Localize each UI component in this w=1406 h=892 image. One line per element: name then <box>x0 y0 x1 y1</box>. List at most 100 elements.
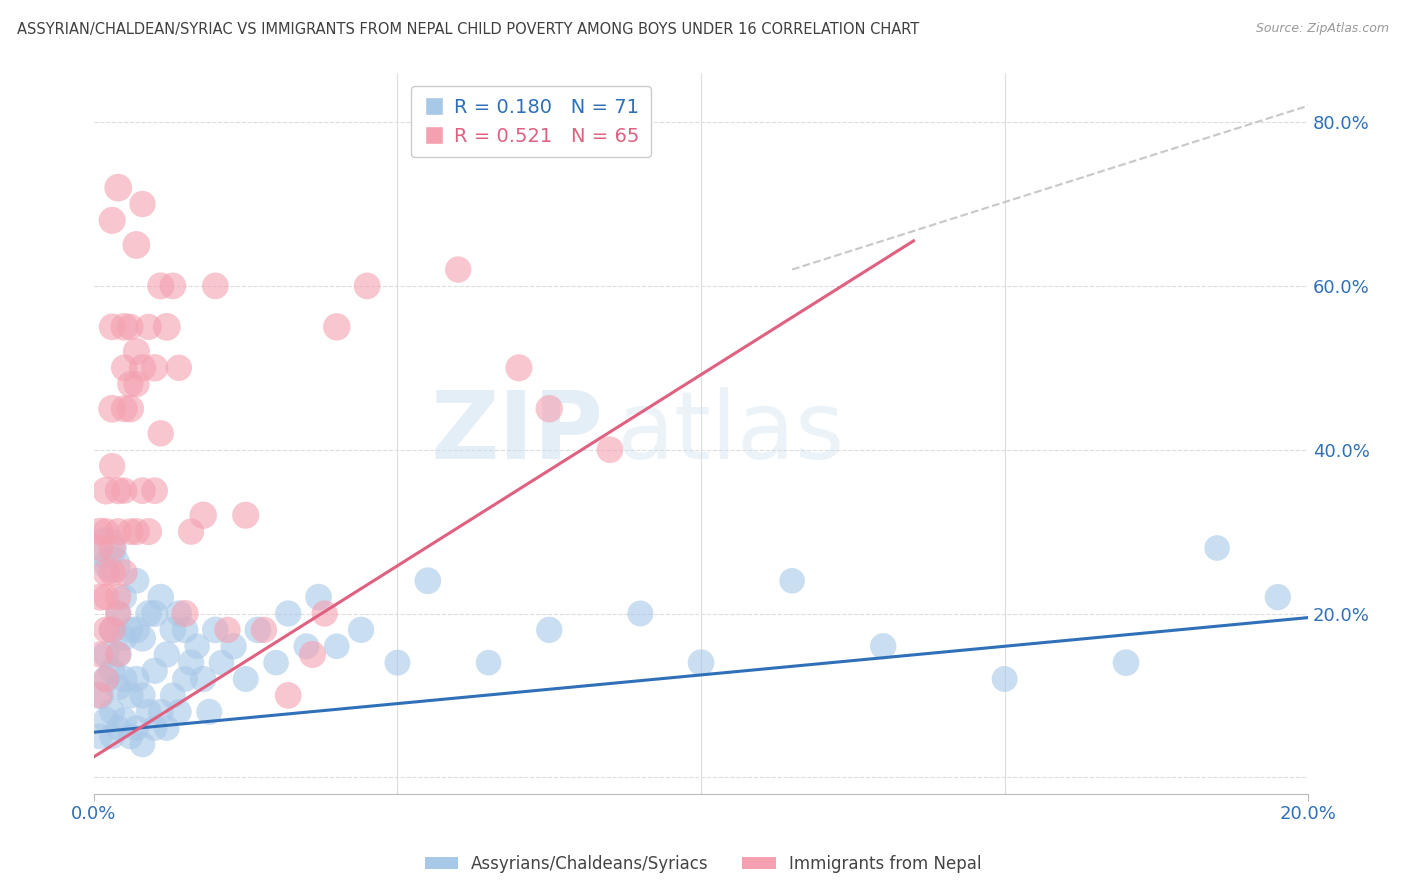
Point <box>149 590 172 604</box>
Point <box>209 656 232 670</box>
Point <box>149 705 172 719</box>
Text: ZIP: ZIP <box>432 387 605 479</box>
Point <box>138 524 160 539</box>
Point <box>138 705 160 719</box>
Point <box>1115 656 1137 670</box>
Point <box>89 541 111 555</box>
Point <box>131 483 153 498</box>
Point <box>149 279 172 293</box>
Point <box>131 360 153 375</box>
Point <box>162 279 184 293</box>
Point <box>204 279 226 293</box>
Point <box>253 623 276 637</box>
Point <box>780 574 803 588</box>
Point <box>101 623 124 637</box>
Point <box>301 648 323 662</box>
Point <box>143 483 166 498</box>
Point <box>107 648 129 662</box>
Point <box>235 672 257 686</box>
Point <box>89 689 111 703</box>
Point <box>872 640 894 654</box>
Point <box>131 197 153 211</box>
Point <box>125 238 148 252</box>
Point <box>94 672 117 686</box>
Point <box>326 319 349 334</box>
Point <box>120 401 142 416</box>
Point <box>107 607 129 621</box>
Point <box>1267 590 1289 604</box>
Point <box>447 262 470 277</box>
Point <box>599 442 621 457</box>
Point <box>101 541 124 555</box>
Point <box>167 607 190 621</box>
Point <box>89 590 111 604</box>
Point <box>112 713 135 727</box>
Point <box>131 738 153 752</box>
Point <box>308 590 330 604</box>
Point <box>94 648 117 662</box>
Point <box>112 360 135 375</box>
Point <box>156 648 179 662</box>
Point <box>89 648 111 662</box>
Point <box>107 648 129 662</box>
Point <box>277 689 299 703</box>
Point <box>131 631 153 645</box>
Point <box>101 566 124 580</box>
Point <box>101 623 124 637</box>
Point <box>416 574 439 588</box>
Point <box>120 689 142 703</box>
Point <box>174 623 197 637</box>
Point <box>125 344 148 359</box>
Point <box>89 730 111 744</box>
Point <box>193 508 215 523</box>
Point <box>217 623 239 637</box>
Point <box>326 640 349 654</box>
Point <box>235 508 257 523</box>
Point <box>162 623 184 637</box>
Point <box>1206 541 1229 555</box>
Point <box>295 640 318 654</box>
Point <box>94 483 117 498</box>
Point <box>94 713 117 727</box>
Point <box>112 401 135 416</box>
Point <box>125 524 148 539</box>
Point <box>107 721 129 735</box>
Point <box>167 705 190 719</box>
Point <box>131 689 153 703</box>
Point <box>107 180 129 194</box>
Point <box>277 607 299 621</box>
Point <box>101 730 124 744</box>
Point <box>508 360 530 375</box>
Point <box>107 524 129 539</box>
Point <box>94 623 117 637</box>
Point <box>120 377 142 392</box>
Point <box>994 672 1017 686</box>
Point <box>101 459 124 474</box>
Point <box>143 664 166 678</box>
Point <box>94 541 117 555</box>
Point <box>101 401 124 416</box>
Point <box>112 566 135 580</box>
Point <box>101 705 124 719</box>
Point <box>143 607 166 621</box>
Point <box>222 640 245 654</box>
Text: atlas: atlas <box>616 387 845 479</box>
Point <box>94 672 117 686</box>
Point <box>112 483 135 498</box>
Point <box>149 426 172 441</box>
Point <box>143 360 166 375</box>
Legend: Assyrians/Chaldeans/Syriacs, Immigrants from Nepal: Assyrians/Chaldeans/Syriacs, Immigrants … <box>418 848 988 880</box>
Point <box>101 558 124 572</box>
Point <box>162 689 184 703</box>
Point <box>125 377 148 392</box>
Point <box>356 279 378 293</box>
Point <box>101 664 124 678</box>
Point <box>690 656 713 670</box>
Point <box>89 689 111 703</box>
Point <box>120 623 142 637</box>
Point <box>264 656 287 670</box>
Point <box>156 721 179 735</box>
Point <box>107 590 129 604</box>
Point <box>143 721 166 735</box>
Point <box>156 319 179 334</box>
